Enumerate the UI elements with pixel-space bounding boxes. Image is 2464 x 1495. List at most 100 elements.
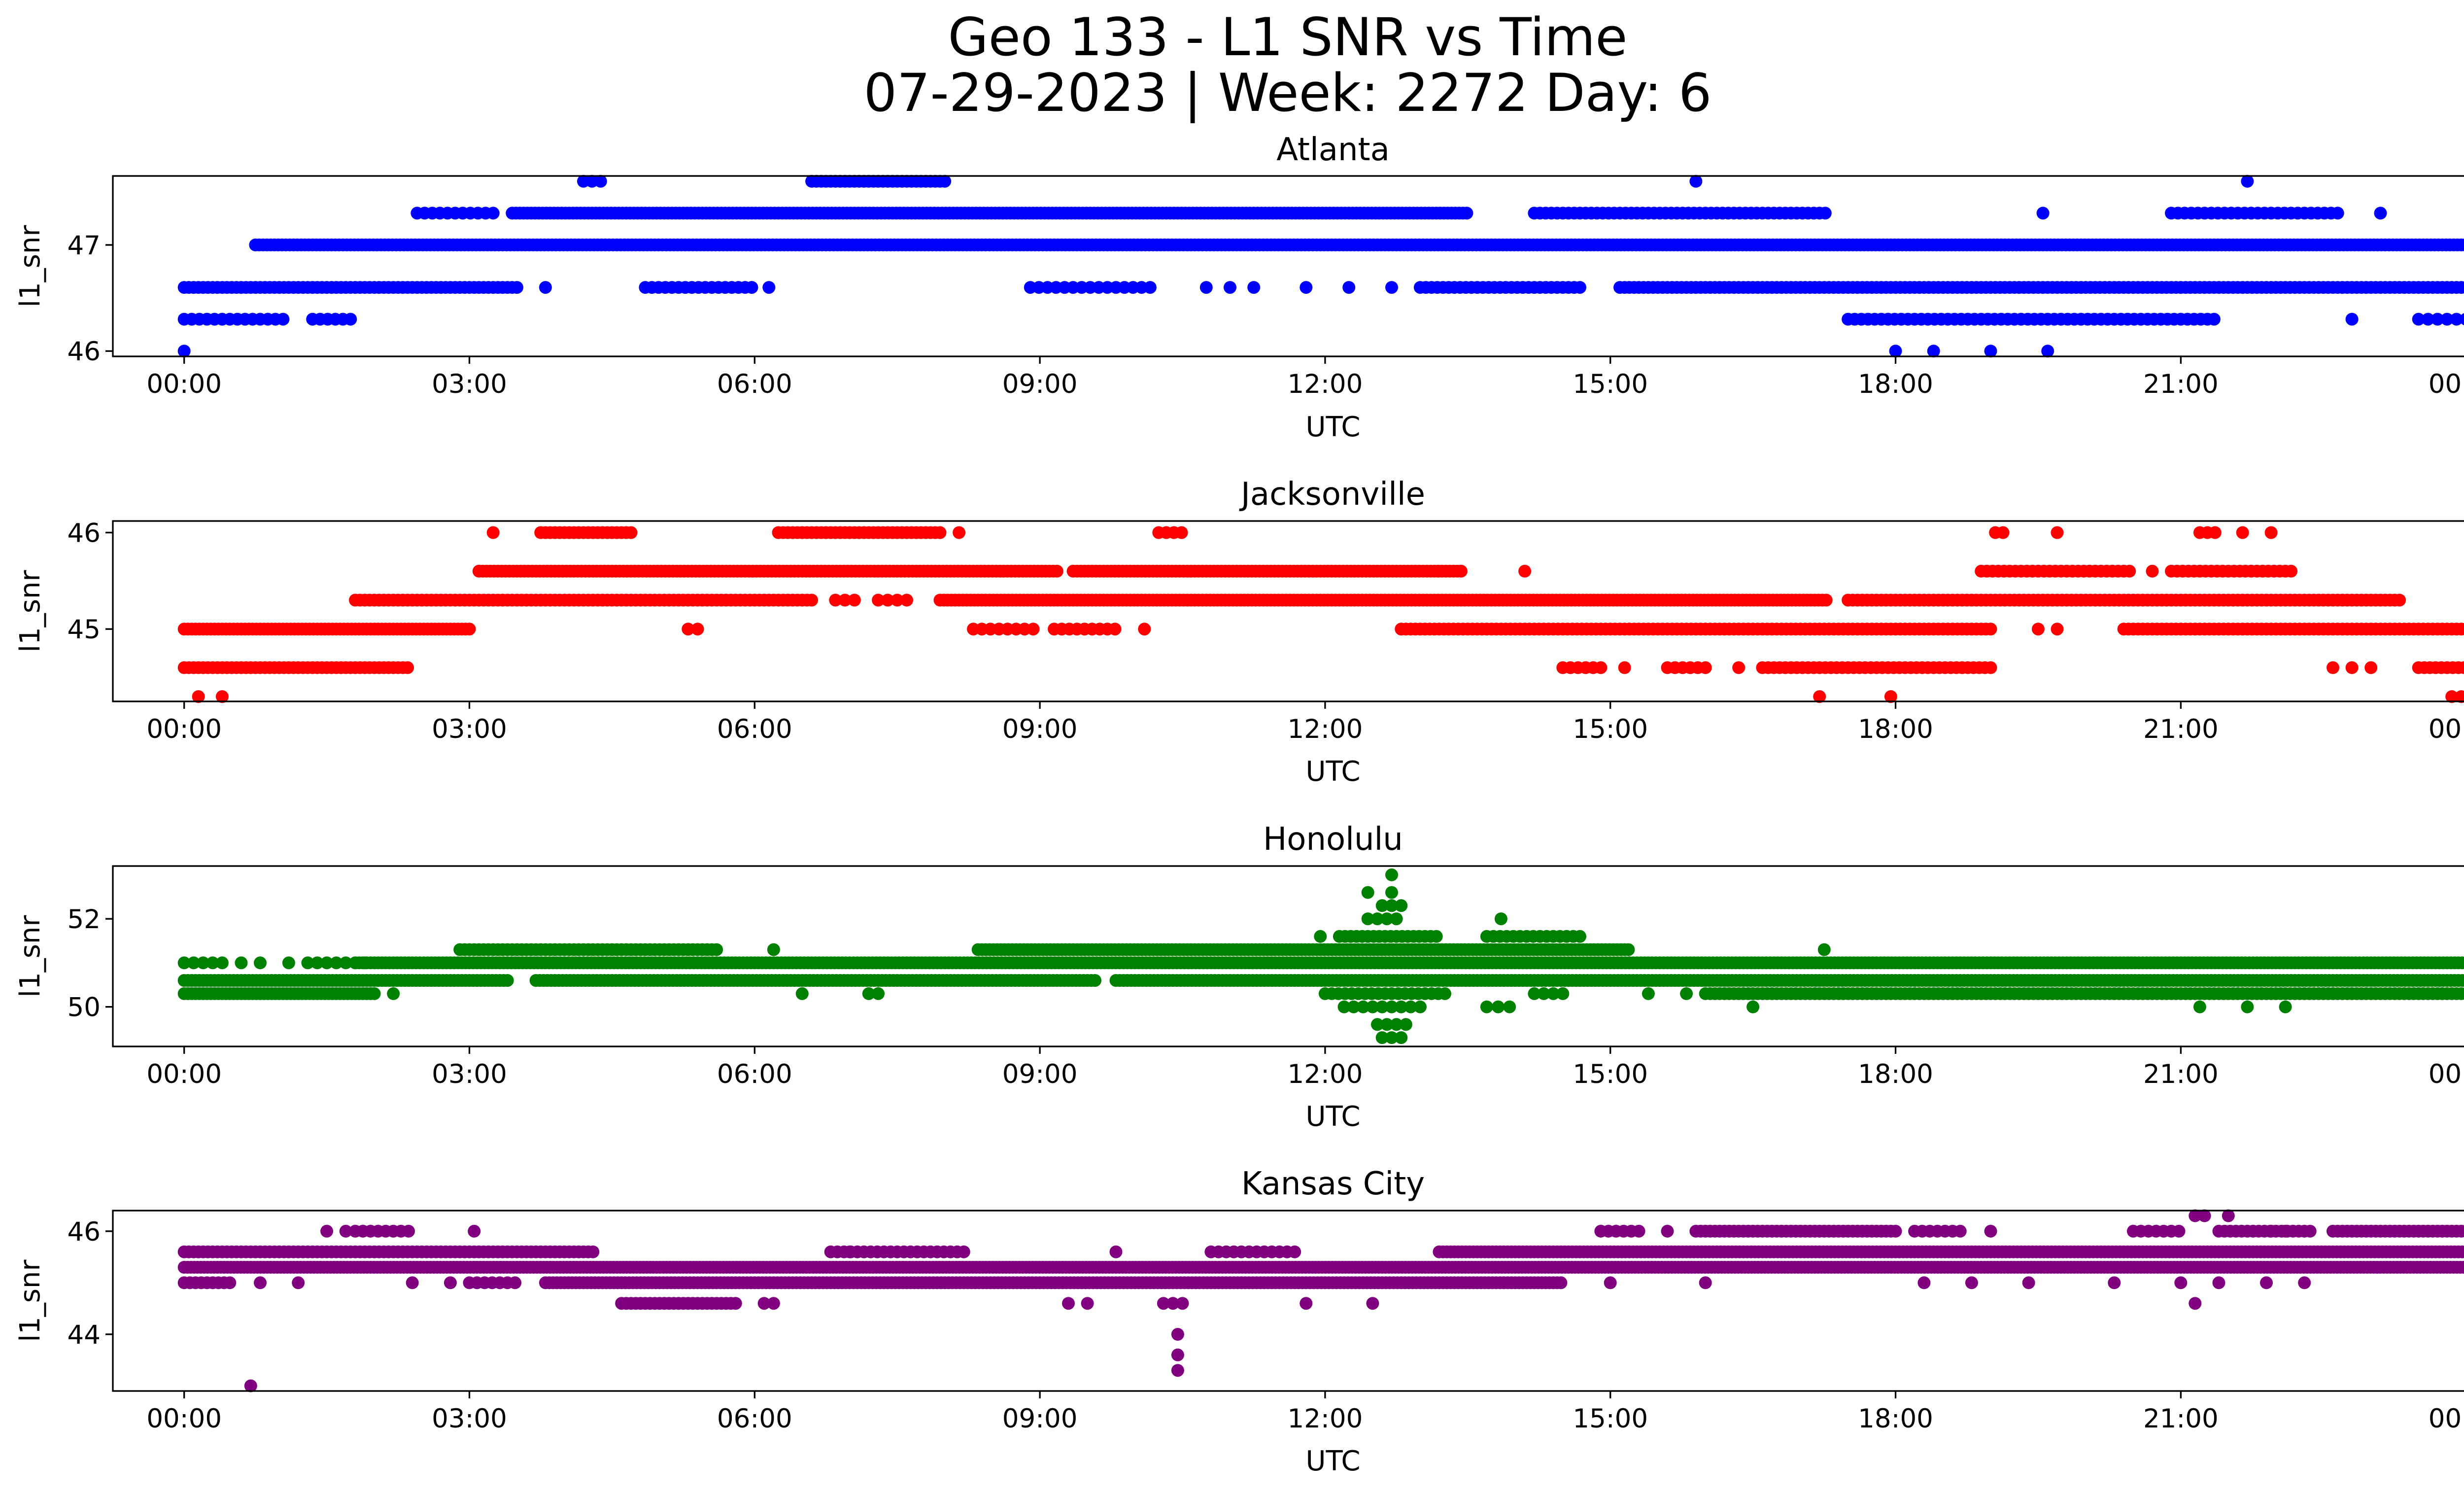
data-point	[344, 313, 357, 326]
data-point	[1430, 930, 1443, 943]
honolulu-axes-frame	[112, 865, 2464, 1047]
data-point	[1375, 1031, 1389, 1044]
data-point	[1927, 345, 1940, 358]
data-point	[1503, 1000, 1516, 1013]
data-point	[2031, 623, 2045, 636]
data-point	[1050, 564, 1063, 578]
data-point	[2123, 564, 2136, 578]
data-point	[444, 1276, 457, 1289]
data-point	[691, 623, 704, 636]
x-tick-label: 09:00	[1002, 1059, 1078, 1089]
data-point	[848, 593, 861, 607]
jacksonville-y-axis: 45 46	[68, 518, 113, 645]
data-point	[1404, 1000, 1417, 1013]
data-point	[1574, 281, 1586, 294]
data-point	[862, 987, 875, 1000]
data-point	[2422, 313, 2434, 326]
data-point	[1528, 987, 1541, 1000]
data-point	[1314, 930, 1327, 943]
x-tick-label: 21:00	[2143, 714, 2219, 744]
x-tick-label: 18:00	[1858, 714, 1933, 744]
honolulu-x-axis: 00:00 03:00 06:00 09:00 12:00 15:00 18:00 21:00…	[146, 1046, 2464, 1089]
data-point	[1604, 1276, 1617, 1289]
data-point	[2412, 313, 2425, 326]
data-point	[1518, 564, 1532, 578]
data-point	[2460, 987, 2464, 1000]
data-point	[938, 174, 952, 188]
data-point	[1622, 943, 1635, 956]
x-tick-label: 03:00	[432, 369, 507, 399]
data-point	[933, 526, 947, 539]
jacksonville-panel: Jacksonville 00:00 03:00 06:00 09:00 12:00 15…	[14, 476, 2464, 788]
data-point	[292, 1276, 305, 1289]
data-point	[1732, 661, 1745, 674]
data-point	[1143, 281, 1157, 294]
x-tick-label: 06:00	[717, 369, 792, 399]
data-point	[2393, 593, 2406, 607]
jacksonville-scatter-points	[177, 526, 2464, 703]
data-point	[215, 956, 229, 970]
data-point	[762, 281, 776, 294]
data-point	[2440, 313, 2454, 326]
data-point	[254, 1276, 267, 1289]
data-point	[1062, 1297, 1075, 1310]
y-tick-label: 45	[68, 615, 101, 645]
data-point	[1689, 174, 1703, 188]
data-point	[1171, 1328, 1184, 1341]
data-point	[1171, 1364, 1184, 1377]
data-point	[1889, 345, 1902, 358]
atlanta-panel: Atlanta 00:00 03:00 06:00 09:00 12:00 15:00 18…	[14, 132, 2464, 443]
data-point	[486, 526, 500, 539]
figure-title-line2: 07-29-2023 | Week: 2272 Day: 6	[864, 63, 1712, 124]
data-point	[1385, 1031, 1398, 1044]
data-point	[1224, 281, 1236, 294]
data-point	[2036, 207, 2050, 220]
data-point	[1395, 1031, 1408, 1044]
data-point	[2450, 313, 2463, 326]
data-point	[406, 1276, 419, 1289]
honolulu-x-axis-label: UTC	[1305, 1101, 1360, 1133]
atlanta-x-axis: 00:00 03:00 06:00 09:00 12:00 15:00 18:00 21:00…	[146, 356, 2464, 399]
data-point	[539, 281, 552, 294]
data-point	[1554, 1276, 1568, 1289]
x-tick-label: 18:00	[1858, 1059, 1933, 1089]
data-point	[1395, 1000, 1408, 1013]
data-point	[177, 345, 191, 358]
data-point	[1366, 1297, 1379, 1310]
data-point	[1361, 886, 1374, 899]
data-point	[1917, 1276, 1931, 1289]
data-point	[1171, 1348, 1184, 1361]
data-point	[2051, 526, 2064, 539]
data-point	[1399, 1018, 1412, 1031]
data-point	[1138, 623, 1151, 636]
data-point	[1385, 281, 1398, 294]
data-point	[881, 593, 894, 607]
x-tick-label: 06:00	[717, 1059, 792, 1089]
data-point	[368, 987, 381, 1000]
honolulu-panel: Honolulu 00:00 03:00 06:00 09:00 12:00 15:00 1…	[14, 821, 2464, 1133]
x-tick-label: 00:00	[146, 369, 222, 399]
x-tick-label: 00:00	[2429, 1059, 2464, 1089]
y-tick-label: 46	[68, 518, 101, 548]
data-point	[1300, 1297, 1313, 1310]
data-point	[890, 593, 904, 607]
atlanta-scatter-points	[177, 174, 2464, 358]
data-point	[1984, 345, 1997, 358]
data-point	[1492, 1000, 1505, 1013]
data-point	[1556, 987, 1570, 1000]
data-point	[1385, 868, 1398, 881]
data-point	[1460, 207, 1473, 220]
honolulu-y-axis-label: l1_snr	[14, 915, 46, 998]
data-point	[1818, 207, 1832, 220]
data-point	[2279, 1000, 2292, 1013]
data-point	[235, 956, 248, 970]
data-point	[1357, 1000, 1370, 1013]
x-tick-label: 21:00	[2143, 369, 2219, 399]
honolulu-scatter-points	[177, 868, 2464, 1044]
x-tick-label: 00:00	[146, 714, 222, 744]
data-point	[1547, 987, 1560, 1000]
data-point	[1081, 1297, 1094, 1310]
atlanta-x-axis-label: UTC	[1305, 411, 1360, 443]
data-point	[2264, 526, 2278, 539]
